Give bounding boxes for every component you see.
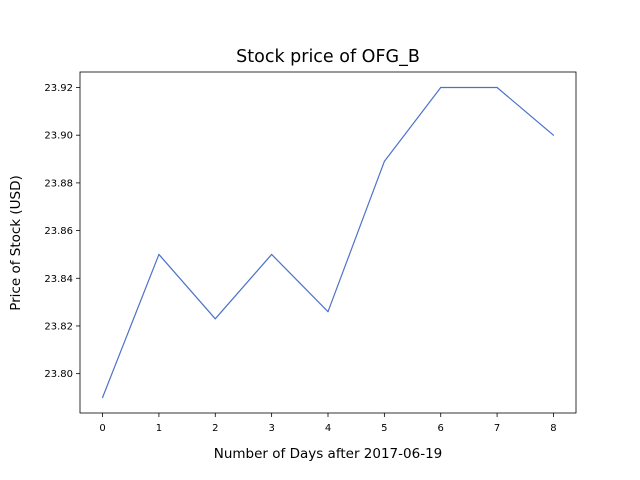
x-tick-label: 2 — [212, 423, 218, 434]
plot-area: 0 1 2 3 4 5 6 7 8 23.80 23.82 23.84 23.86 23.88 23.90 2… — [44, 71, 577, 434]
axes-frame — [79, 71, 577, 414]
x-tick-label: 4 — [325, 423, 331, 434]
y-axis-label: Price of Stock (USD) — [8, 175, 24, 311]
x-axis-label: Number of Days after 2017-06-19 — [214, 446, 443, 462]
data-point — [327, 311, 329, 313]
y-tick-label: 23.86 — [44, 226, 73, 237]
data-point — [383, 160, 385, 163]
x-tick-label: 5 — [381, 423, 387, 434]
data-point — [496, 86, 498, 89]
y-tick-label: 23.90 — [44, 131, 73, 142]
y-tick-label: 23.88 — [44, 178, 73, 189]
x-tick-label: 1 — [156, 423, 162, 434]
x-tick-label: 7 — [494, 423, 500, 434]
data-point — [101, 396, 104, 399]
data-point — [158, 253, 160, 256]
x-tick-label: 3 — [268, 423, 274, 434]
x-tick-label: 0 — [99, 423, 105, 434]
data-point — [271, 253, 273, 256]
y-tick-label: 23.92 — [44, 83, 73, 94]
y-tick-label: 23.80 — [44, 369, 73, 380]
chart-title: Stock price of OFG_B — [236, 47, 420, 67]
series-line — [101, 86, 554, 398]
y-tick-label: 23.82 — [44, 321, 73, 332]
x-tick-label: 6 — [438, 423, 444, 434]
data-point — [440, 86, 442, 89]
y-tick-label: 23.84 — [44, 274, 73, 285]
data-point — [214, 318, 216, 320]
data-point — [552, 134, 555, 136]
x-tick-label: 8 — [550, 423, 556, 434]
